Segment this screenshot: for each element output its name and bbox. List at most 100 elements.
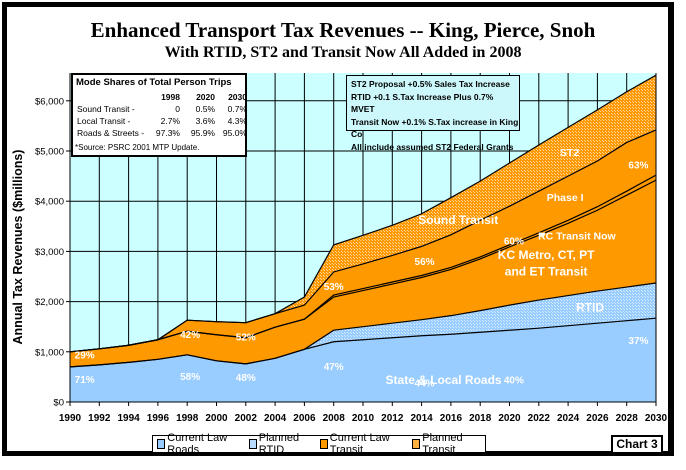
area-planned-rtid-line	[69, 282, 657, 368]
x-tick-label: 1998	[176, 413, 199, 424]
y-tick-label: $0	[53, 398, 64, 409]
data-label: 58%	[180, 372, 200, 383]
x-tick-label: 2030	[645, 413, 668, 424]
data-label: 37%	[628, 336, 648, 347]
notes-box: ST2 Proposal +0.5% Sales Tax Increase RT…	[346, 75, 520, 152]
axes: $0 $1,000 $2,000 $3,000 $4,000 $5,000 $6,000 19…	[35, 73, 668, 424]
cell: 4.3%	[227, 116, 247, 126]
data-label: 52%	[236, 332, 256, 343]
data-label: 63%	[628, 161, 648, 172]
x-tick-label: 2020	[498, 413, 521, 424]
legend-item: Planned Transit	[412, 432, 482, 456]
source-note: *Source: PSRC 2001 MTP Update.	[75, 143, 200, 152]
mode-shares-row: Local Transit - 2.7% 3.6% 4.3%	[77, 116, 247, 126]
legend-item: Current Law Transit	[319, 432, 405, 456]
data-label: State & Local Roads	[386, 373, 502, 387]
mode-shares-row: Sound Transit - 0 0.5% 0.7%	[77, 104, 247, 114]
data-label: 42%	[180, 330, 200, 341]
y-tick-label: $3,000	[35, 247, 64, 258]
legend-swatch-planned-rtid	[248, 439, 257, 449]
row-label: Sound Transit -	[77, 104, 135, 114]
data-label: 56%	[415, 257, 435, 268]
data-label: 47%	[324, 362, 344, 373]
legend-swatch-current-law-roads	[157, 439, 166, 449]
data-label: 53%	[324, 282, 344, 293]
y-tick-label: $4,000	[35, 197, 64, 208]
data-label: 40%	[504, 375, 524, 386]
cell: 2.7%	[160, 116, 180, 126]
x-tick-label: 2018	[469, 413, 492, 424]
row-label: Local Transit -	[77, 116, 131, 126]
x-tick-label: 2024	[557, 413, 580, 424]
mode-shares-row: Roads & Streets - 97.3% 95.9% 95.0%	[77, 128, 247, 138]
data-label: Phase I	[547, 192, 584, 204]
cell: 97.3%	[155, 128, 180, 138]
legend-label: Current Law Roads	[167, 432, 228, 456]
data-label: RTID	[576, 301, 604, 315]
x-tick-label: 1996	[147, 413, 170, 424]
y-tick-label: $2,000	[35, 297, 64, 308]
area-transit-now-line	[69, 174, 657, 353]
cell: 0.7%	[227, 104, 247, 114]
data-label: 44%	[415, 378, 435, 389]
chart-number-tag: Chart 3	[611, 435, 663, 454]
mode-shares-title: Mode Shares of Total Person Trips	[76, 77, 232, 88]
area-current-law-roads	[70, 318, 656, 402]
x-tick-label: 2026	[586, 413, 609, 424]
legend-swatch-current-law-transit	[319, 439, 328, 449]
data-label: Sound Transit	[418, 213, 498, 227]
x-tick-label: 2002	[235, 413, 258, 424]
data-label: and ET Transit	[505, 264, 588, 278]
note-line: ST2 Proposal +0.5% Sales Tax Increase	[351, 79, 510, 89]
note-line: RTID +0.1 S.Tax Increase Plus 0.7% MVET	[351, 91, 494, 115]
cell: 0	[175, 104, 180, 114]
data-label: ST2	[560, 147, 579, 159]
area-planned-transit-st2-line	[69, 74, 657, 353]
year-header: 2030	[228, 92, 247, 102]
legend-label: Current Law Transit	[329, 432, 390, 456]
area-current-law-transit	[70, 180, 656, 367]
x-tick-label: 2006	[293, 413, 316, 424]
x-tick-label: 2008	[323, 413, 346, 424]
x-tick-label: 2028	[616, 413, 639, 424]
x-tick-label: 2014	[410, 413, 433, 424]
row-label: Roads & Streets -	[77, 128, 145, 138]
legend-item: Current Law Roads	[157, 432, 242, 456]
annotations: 29% 71% 42% 58% 52% 48% 53% 47% 56% 44% 60% 40% 63% 3…	[75, 147, 649, 389]
y-axis-label: Annual Tax Revenues ($millions)	[11, 149, 25, 345]
chart-subtitle: With RTID, ST2 and Transit Now All Added…	[164, 44, 522, 61]
mode-shares-table: Mode Shares of Total Person Trips 1998 2…	[71, 73, 247, 157]
cell: 95.9%	[190, 128, 215, 138]
area-series	[69, 74, 657, 402]
legend: Current Law Roads Planned RTID Current L…	[152, 432, 486, 456]
legend-item: Planned RTID	[248, 432, 313, 456]
year-header: 1998	[161, 92, 180, 102]
x-tick-label: 2000	[205, 413, 228, 424]
x-tick-label: 2022	[528, 413, 551, 424]
x-tick-label: 2016	[440, 413, 463, 424]
note-line: Transit Now +0.1% S.Tax increase in King…	[351, 116, 519, 140]
cell: 0.5%	[195, 104, 215, 114]
arrow-head-icon	[538, 232, 546, 239]
data-label: 71%	[75, 375, 95, 386]
data-label: 29%	[75, 350, 95, 361]
data-label: 48%	[236, 373, 256, 384]
note-line: All include assumed ST2 Federal Grants	[351, 141, 514, 152]
data-label: 60%	[504, 236, 524, 247]
x-tick-label: 1990	[59, 413, 82, 424]
chart-title: Enhanced Transport Tax Revenues -- King,…	[90, 18, 596, 42]
year-header: 2020	[196, 92, 215, 102]
legend-swatch-planned-transit	[412, 439, 421, 449]
legend-label: Planned RTID	[258, 432, 300, 456]
data-label: KC Metro, CT, PT	[498, 248, 595, 262]
y-tick-label: $1,000	[35, 347, 64, 358]
y-tick-label: $5,000	[35, 147, 64, 158]
x-tick-label: 2012	[381, 413, 404, 424]
x-tick-label: 1992	[88, 413, 111, 424]
x-tick-label: 1994	[117, 413, 140, 424]
x-tick-label: 2010	[352, 413, 375, 424]
data-label: KC Transit Now	[538, 230, 616, 242]
y-tick-label: $6,000	[35, 96, 64, 107]
cell: 95.0%	[222, 128, 247, 138]
